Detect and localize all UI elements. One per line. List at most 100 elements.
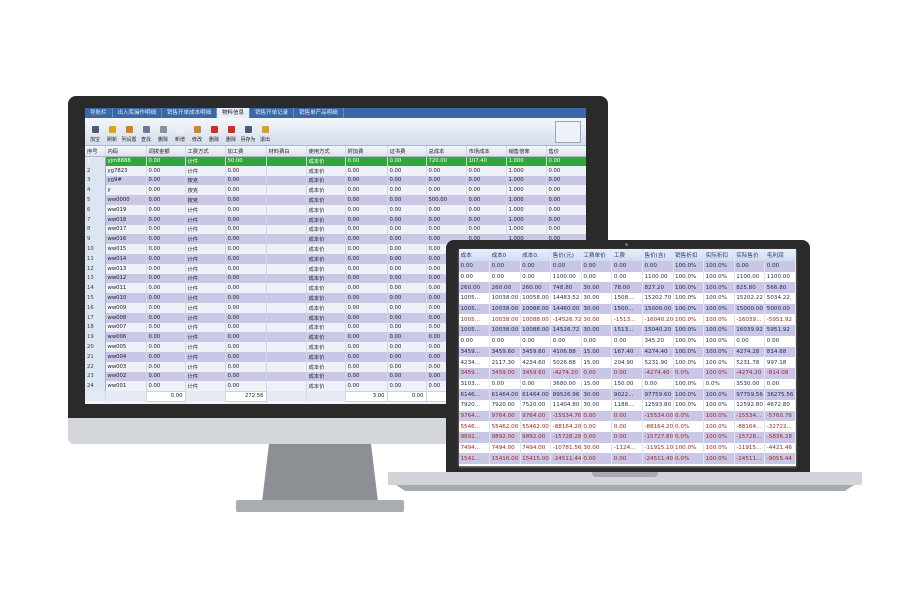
table-cell: 0.00 bbox=[764, 378, 796, 390]
column-header[interactable]: 调拨金额 bbox=[146, 146, 186, 157]
table-row[interactable]: 9ww0160.00计件0.00成本价0.000.000.000.001.000… bbox=[85, 234, 586, 245]
column-header[interactable]: 成本0 bbox=[489, 249, 521, 261]
table-cell: yg7823 bbox=[105, 165, 147, 176]
table-row[interactable]: 4 y 0.00 按克 0.00 成本价 0.00 0.00 0.00 0.00 1.000 0.00 bbox=[85, 185, 586, 196]
tab-4[interactable]: 销售开单记录 bbox=[250, 108, 295, 118]
table-row[interactable]: 4234... 2117.30 4234.60 5026.88 15.00 204.90 5… bbox=[459, 357, 796, 368]
column-header[interactable]: 市场成本 bbox=[466, 146, 507, 157]
table-cell: 成本价 bbox=[306, 175, 346, 186]
table-cell: 成本价 bbox=[306, 165, 346, 176]
table-cell: 15040.20 bbox=[642, 325, 674, 336]
table-cell: 1500... bbox=[611, 303, 643, 315]
table-row[interactable]: 2 yg7823 0.00 计件 0.00 成本价 0.00 0.00 0.00 0.00 1.00… bbox=[85, 165, 586, 176]
column-header[interactable]: 工费单价 bbox=[581, 249, 613, 261]
column-header[interactable]: 成本 bbox=[459, 249, 491, 261]
table-cell: 10088.00 bbox=[520, 303, 552, 315]
column-header[interactable]: 售价(含) bbox=[642, 249, 674, 261]
table-cell: ww011 bbox=[105, 283, 147, 294]
table-cell bbox=[266, 361, 307, 372]
toolbar-button-8[interactable]: 删除 bbox=[223, 126, 239, 143]
table-cell: 0.00 bbox=[387, 322, 427, 333]
table-cell: 成本价 bbox=[306, 234, 346, 245]
column-header[interactable]: 使用方式 bbox=[306, 146, 346, 157]
table-cell: -10781.56 bbox=[550, 442, 582, 454]
table-row[interactable]: 7920... 7920.00 7520.00 11404.80 30.00 1188..… bbox=[459, 399, 796, 411]
table-cell: 566.80 bbox=[764, 282, 796, 294]
table-row[interactable]: 1005... 10038.00 10088.00 -14526.72 30.00 -15… bbox=[459, 314, 796, 326]
table-row[interactable]: 5 ww0000 0.00 按克 0.00 成本价 0.00 0.00 500.00 0.00 1.… bbox=[85, 195, 586, 205]
table-row[interactable]: 1 yjm8888 0.00 计件 50.00 成本价 0.00 0.00 720.00 107.… bbox=[85, 156, 586, 166]
table-row[interactable]: 6146... 61464.00 61464.00 89526.96 30.00 9022… bbox=[459, 389, 796, 400]
table-row[interactable]: 1005... 10038.00 10088.00 14526.72 30.00 1513… bbox=[459, 325, 796, 336]
table-cell: ww0000 bbox=[105, 195, 147, 205]
toolbar-button-6[interactable]: 修改 bbox=[189, 126, 205, 143]
tab-0[interactable]: 导航栏 bbox=[85, 108, 113, 118]
column-header[interactable]: 工费 bbox=[611, 249, 643, 261]
table-cell: 0.0% bbox=[673, 410, 705, 422]
table-cell: -15728... bbox=[734, 432, 766, 443]
table-cell: 7494... bbox=[459, 442, 491, 454]
table-row[interactable]: 0.00 0.00 0.00 0.00 0.00 0.00 345.20 100.0% 100.… bbox=[459, 335, 796, 347]
column-header[interactable]: 销售倍率 bbox=[506, 146, 547, 157]
column-header[interactable]: 内码 bbox=[105, 146, 147, 157]
column-header[interactable]: 附加费 bbox=[345, 146, 388, 157]
tab-3[interactable]: 物料信息 bbox=[217, 108, 251, 118]
table-row[interactable]: 6 ww019 0.00 计件 0.00 成本价 0.00 0.00 0.00 0.00 1.000… bbox=[85, 204, 586, 215]
column-header[interactable]: 材料费白 bbox=[266, 146, 307, 157]
toolbar-icon bbox=[193, 126, 201, 133]
toolbar-button-9[interactable]: 另存为 bbox=[240, 126, 256, 143]
table-row[interactable]: 3 yg9# 0.00 按克 0.00 成本价 0.00 0.00 0.00 0.00 1.000 0… bbox=[85, 175, 586, 186]
toolbar-button-7[interactable]: 删除 bbox=[206, 126, 222, 143]
table-row[interactable]: 3459... 3459.60 3459.60 4106.88 15.00 167.40 4… bbox=[459, 346, 796, 358]
table-row[interactable]: 0.00 0.00 0.00 1100.00 0.00 0.00 1100.00 100.0%… bbox=[459, 271, 796, 283]
table-row[interactable]: 8 ww017 0.00 计件 0.00 成本价 0.00 0.00 0.00 0.00 1.000… bbox=[85, 224, 586, 235]
column-header[interactable]: 销售折扣 bbox=[673, 249, 705, 261]
tab-1[interactable]: 出入库操作明细 bbox=[113, 108, 163, 118]
table-row[interactable]: 3103... 0.00 0.00 3680.00 15.00 150.00 0.00 100… bbox=[459, 378, 796, 390]
table-cell: 按克 bbox=[185, 185, 226, 196]
table-row[interactable]: 1005... 10038.00 10058.00 14483.52 30.00 1508… bbox=[459, 293, 796, 304]
table-row[interactable]: 7494... 7494.00 7494.00 -10781.56 30.00 -1124… bbox=[459, 442, 796, 454]
table-cell: ww017 bbox=[105, 224, 147, 235]
column-header[interactable]: 售价 bbox=[546, 146, 586, 157]
table-cell: -11915.10 bbox=[642, 442, 674, 454]
toolbar-button-3[interactable]: 查找 bbox=[138, 126, 154, 143]
table-row[interactable]: 3459... 3459.00 3459.60 -4274.20 0.00 0.00 -42… bbox=[459, 367, 796, 379]
table-row[interactable]: 260.00 260.00 260.00 748.80 30.00 78.00 827.20… bbox=[459, 282, 796, 294]
toolbar-button-10[interactable]: 退出 bbox=[257, 126, 273, 143]
table-row[interactable]: 5546... 55462.00 55462.00 -88164.20 0.00 0.00… bbox=[459, 421, 796, 432]
column-header[interactable]: 总成本 bbox=[426, 146, 467, 157]
column-header[interactable]: 售价(元) bbox=[550, 249, 582, 261]
table-cell: 0.00 bbox=[225, 244, 267, 254]
toolbar-button-4[interactable]: 删除 bbox=[155, 126, 171, 143]
table-row[interactable]: 7 ww018 0.00 计件 0.00 成本价 0.00 0.00 0.00 0.00 1.000… bbox=[85, 214, 586, 225]
table-row[interactable]: 0.00 0.00 0.00 0.00 0.00 0.00 0.00 100.0% 100.0%… bbox=[459, 261, 796, 272]
table-cell: 计件 bbox=[185, 302, 226, 313]
table-cell: 100.0% bbox=[673, 378, 705, 390]
column-header[interactable]: 证书费 bbox=[387, 146, 427, 157]
table-cell: 0.00 bbox=[225, 351, 267, 362]
table-cell: 0.00 bbox=[345, 195, 388, 205]
table-cell: 成本价 bbox=[306, 214, 346, 225]
column-header[interactable]: 实际售价 bbox=[734, 249, 766, 261]
column-header[interactable]: 毛利润 bbox=[764, 249, 796, 261]
monitor-stand-base bbox=[236, 500, 404, 512]
tab-5[interactable]: 销售单产品明细 bbox=[294, 108, 344, 118]
tab-2[interactable]: 销售开单成本明细 bbox=[162, 108, 218, 118]
table-row[interactable]: 1541... 15416.00 15415.00 -24511.44 0.00 0.00… bbox=[459, 453, 796, 465]
toolbar-button-5[interactable]: 新增 bbox=[172, 126, 188, 143]
column-header[interactable]: 成本0. bbox=[520, 249, 552, 261]
table-cell: -15534... bbox=[734, 410, 766, 422]
column-header[interactable]: 加工费 bbox=[225, 146, 267, 157]
toolbar-button-1[interactable]: 刷新 bbox=[104, 126, 120, 143]
table-row[interactable]: 9892... 9892.00 9892.00 -15728.28 0.00 0.00 -1… bbox=[459, 432, 796, 443]
table-row[interactable]: 9764... 9764.00 9764.00 -15534.76 0.00 0.00 -1… bbox=[459, 410, 796, 422]
table-cell: 748.80 bbox=[550, 282, 582, 294]
column-header[interactable]: 序号 bbox=[85, 146, 106, 157]
toolbar-button-0[interactable]: 加宝 bbox=[87, 126, 103, 143]
column-header[interactable]: 工费方式 bbox=[185, 146, 226, 157]
table-row[interactable]: 1005... 10038.00 10088.00 14460.00 30.00 1500… bbox=[459, 303, 796, 315]
column-header[interactable]: 实际折扣 bbox=[703, 249, 735, 261]
table-cell: 0.00 bbox=[611, 271, 643, 283]
toolbar-button-2[interactable]: 列设置 bbox=[121, 126, 137, 143]
